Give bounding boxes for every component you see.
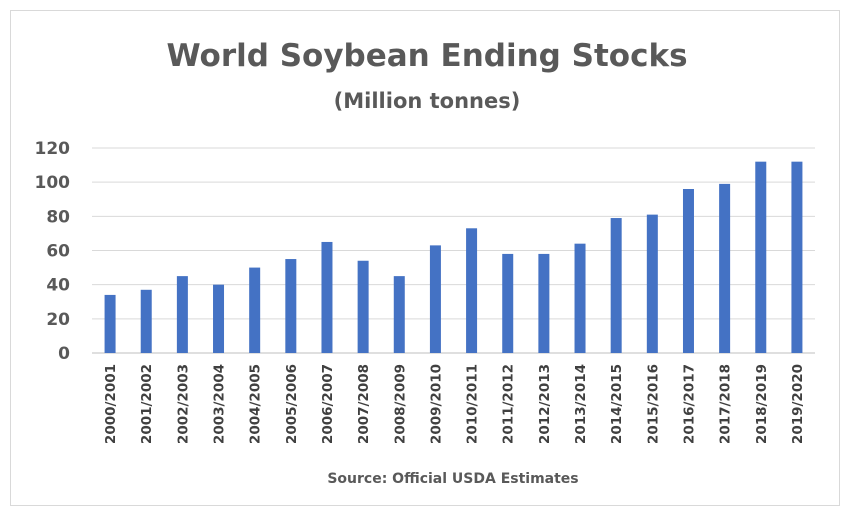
y-tick-label: 20 bbox=[46, 310, 70, 330]
bar bbox=[176, 276, 188, 353]
x-tick-label: 2004/2005 bbox=[248, 364, 264, 444]
bar bbox=[466, 228, 478, 353]
bar bbox=[755, 161, 767, 353]
x-tick-label: 2001/2002 bbox=[139, 364, 155, 444]
x-tick-label: 2019/2020 bbox=[790, 364, 806, 444]
x-tick-label: 2018/2019 bbox=[754, 364, 770, 444]
bar bbox=[574, 243, 586, 353]
x-tick-label: 2010/2011 bbox=[465, 364, 481, 444]
x-tick-label: 2005/2006 bbox=[284, 364, 300, 444]
x-tick-label: 2003/2004 bbox=[212, 364, 228, 444]
y-tick-label: 120 bbox=[35, 139, 71, 159]
x-tick-label: 2015/2016 bbox=[645, 364, 661, 444]
x-axis-ticks: 2000/2001 2001/2002 2002/2003 2003/2004 2004… bbox=[103, 364, 806, 444]
x-tick-label: 2006/2007 bbox=[320, 364, 336, 444]
bar bbox=[538, 253, 550, 353]
x-tick-label: 2002/2003 bbox=[175, 364, 191, 444]
x-tick-label: 2013/2014 bbox=[573, 364, 589, 444]
bar bbox=[357, 260, 369, 353]
y-tick-label: 60 bbox=[46, 242, 70, 262]
chart-title: World Soybean Ending Stocks bbox=[166, 38, 687, 74]
bar bbox=[610, 218, 622, 353]
x-tick-label: 2007/2008 bbox=[356, 364, 372, 444]
bar bbox=[682, 189, 694, 353]
gridlines bbox=[92, 147, 815, 354]
chart-frame bbox=[10, 10, 840, 506]
x-tick-label: 2012/2013 bbox=[537, 364, 553, 444]
bar bbox=[213, 284, 225, 353]
y-tick-label: 100 bbox=[35, 173, 71, 193]
bar bbox=[249, 267, 261, 353]
bar bbox=[393, 276, 405, 353]
x-tick-label: 2011/2012 bbox=[501, 364, 517, 444]
y-axis-ticks: 0 20 40 60 80 100 120 bbox=[35, 139, 71, 364]
x-tick-label: 2014/2015 bbox=[609, 364, 625, 444]
bar bbox=[285, 259, 297, 353]
chart-subtitle: (Million tonnes) bbox=[334, 89, 521, 113]
x-tick-label: 2016/2017 bbox=[681, 364, 697, 444]
y-tick-label: 80 bbox=[46, 207, 70, 227]
bars bbox=[104, 161, 803, 353]
source-note: Source: Official USDA Estimates bbox=[327, 471, 578, 487]
bar bbox=[429, 245, 441, 353]
bar bbox=[719, 183, 731, 353]
bar bbox=[646, 214, 658, 353]
bar bbox=[502, 253, 514, 353]
x-tick-label: 2000/2001 bbox=[103, 364, 119, 444]
x-tick-label: 2009/2010 bbox=[428, 364, 444, 444]
x-tick-label: 2008/2009 bbox=[392, 364, 408, 444]
bar bbox=[104, 294, 116, 353]
bar bbox=[140, 289, 152, 353]
x-tick-label: 2017/2018 bbox=[718, 364, 734, 444]
y-tick-label: 0 bbox=[58, 344, 70, 364]
bar bbox=[791, 161, 803, 353]
bar bbox=[321, 241, 333, 353]
y-tick-label: 40 bbox=[46, 276, 70, 296]
